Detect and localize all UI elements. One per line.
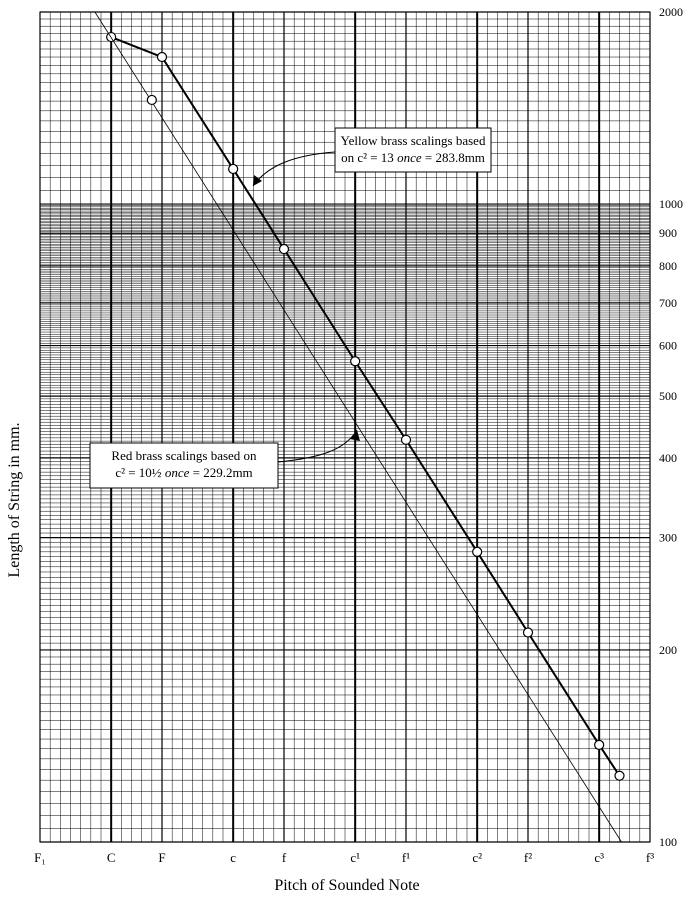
x-tick-label: f² [524, 850, 532, 865]
data-point [400, 434, 412, 445]
data-point [350, 356, 361, 367]
y-tick-label: 800 [659, 259, 677, 273]
annotation-part: c² = 10½ [115, 465, 165, 480]
arrow-head [350, 430, 360, 441]
annotation-part: = 229.2mm [189, 465, 252, 480]
annotation-part: once [165, 465, 190, 480]
x-tick-label: c² [472, 850, 482, 865]
y-axis-label: Length of String in mm. [6, 422, 23, 577]
data-point [278, 243, 290, 255]
annotation-part: on c² = 13 [341, 150, 397, 165]
data-point [522, 627, 534, 638]
annotation-box [89, 442, 279, 489]
annotation-text: Yellow brass scalings based [341, 133, 486, 148]
data-line [110, 36, 621, 777]
annotation-part: = 283.8mm [422, 150, 485, 165]
x-tick-label: c¹ [350, 850, 360, 865]
data-point [228, 163, 239, 175]
arrow-head [253, 175, 262, 186]
x-tick-label: c³ [594, 850, 604, 865]
y-tick-label: 300 [659, 531, 677, 545]
data-point [594, 739, 605, 750]
annotation-text: c² = 10½ once = 229.2mm [115, 465, 252, 480]
x-tick-label: c [230, 850, 236, 865]
y-tick-label: 700 [659, 296, 677, 310]
plot-border [39, 11, 651, 843]
x-tick-label: f [282, 850, 287, 865]
y-tick-label: 900 [659, 226, 677, 240]
y-tick-label: 500 [659, 389, 677, 403]
x-tick-label: f¹ [402, 850, 410, 865]
data-line [94, 11, 622, 843]
x-tick-label: C [107, 850, 116, 865]
annotation-part: Yellow brass scalings based [341, 133, 486, 148]
x-axis-label: Pitch of Sounded Note [274, 877, 419, 894]
annotation-box [334, 127, 492, 173]
x-tick-label: F₁ [34, 850, 46, 865]
annotation-part: Red brass scalings based on [111, 448, 257, 463]
y-tick-label: 1000 [659, 197, 683, 211]
y-tick-label: 2000 [659, 5, 683, 19]
data-point [472, 546, 483, 557]
data-point [614, 770, 625, 781]
x-tick-label: F [158, 850, 165, 865]
annotation-part: once [397, 150, 422, 165]
annotation-text: Red brass scalings based on [111, 448, 257, 463]
y-tick-label: 400 [659, 451, 677, 465]
x-tick-label: f³ [646, 850, 654, 865]
annotation-text: on c² = 13 once = 283.8mm [341, 150, 485, 165]
y-tick-label: 100 [659, 835, 677, 849]
y-tick-label: 200 [659, 643, 677, 657]
y-tick-label: 600 [659, 339, 677, 353]
data-point [156, 51, 168, 63]
data-point [146, 94, 157, 106]
